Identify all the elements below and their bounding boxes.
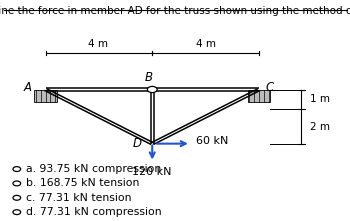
Circle shape — [13, 167, 21, 171]
Text: 4 m: 4 m — [196, 39, 217, 49]
Text: d. 77.31 kN compression: d. 77.31 kN compression — [26, 207, 162, 217]
Text: 120 kN: 120 kN — [133, 167, 172, 177]
Text: A: A — [23, 81, 32, 94]
Text: 60 kN: 60 kN — [196, 136, 229, 147]
Text: c. 77.31 kN tension: c. 77.31 kN tension — [26, 193, 132, 203]
Circle shape — [13, 195, 21, 200]
Text: D: D — [133, 137, 142, 150]
Text: 4 m: 4 m — [88, 39, 108, 49]
Text: 1 m: 1 m — [310, 94, 330, 105]
Text: C: C — [266, 81, 274, 94]
Text: 2 m: 2 m — [310, 122, 330, 131]
Text: b. 168.75 kN tension: b. 168.75 kN tension — [26, 178, 140, 189]
Text: Determine the force in member AD for the truss shown using the method of joints.: Determine the force in member AD for the… — [0, 6, 350, 15]
Text: a. 93.75 kN compression: a. 93.75 kN compression — [26, 164, 161, 174]
Polygon shape — [248, 90, 270, 102]
Circle shape — [13, 181, 21, 186]
Polygon shape — [34, 90, 57, 102]
Circle shape — [147, 86, 157, 93]
Circle shape — [13, 210, 21, 215]
Text: B: B — [145, 71, 153, 84]
